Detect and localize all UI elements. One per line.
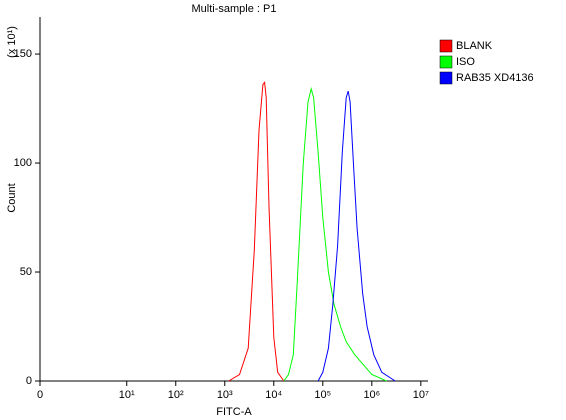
x-axis-label: FITC-A (216, 406, 252, 418)
x-tick-label: 10³ (217, 389, 233, 401)
x-tick-label: 10⁷ (413, 389, 429, 401)
histogram-line (228, 81, 285, 382)
legend-label: ISO (456, 56, 475, 68)
y-tick-label: 150 (14, 48, 32, 60)
legend-swatch (439, 39, 453, 53)
x-tick-label: 10⁴ (265, 389, 282, 401)
y-tick-label: 50 (20, 266, 32, 278)
x-tick-label: 0 (37, 389, 43, 401)
legend-label: RAB35 XD4136 (456, 72, 534, 84)
chart-title: Multi-sample : P1 (192, 3, 277, 15)
histogram-line (283, 86, 387, 382)
x-tick-label: 10⁵ (314, 389, 331, 401)
y-multiplier: (x 10¹) (6, 26, 18, 58)
y-axis-label: Count (6, 183, 18, 212)
legend-swatch (439, 55, 453, 69)
y-tick-label: 100 (14, 157, 32, 169)
x-tick-label: 10⁶ (363, 389, 380, 401)
histogram-line (317, 90, 396, 382)
y-tick-label: 0 (26, 375, 32, 387)
x-tick-label: 10¹ (119, 389, 135, 401)
legend-label: BLANK (456, 40, 493, 52)
legend-swatch (439, 71, 453, 85)
x-tick-label: 10² (168, 389, 184, 401)
